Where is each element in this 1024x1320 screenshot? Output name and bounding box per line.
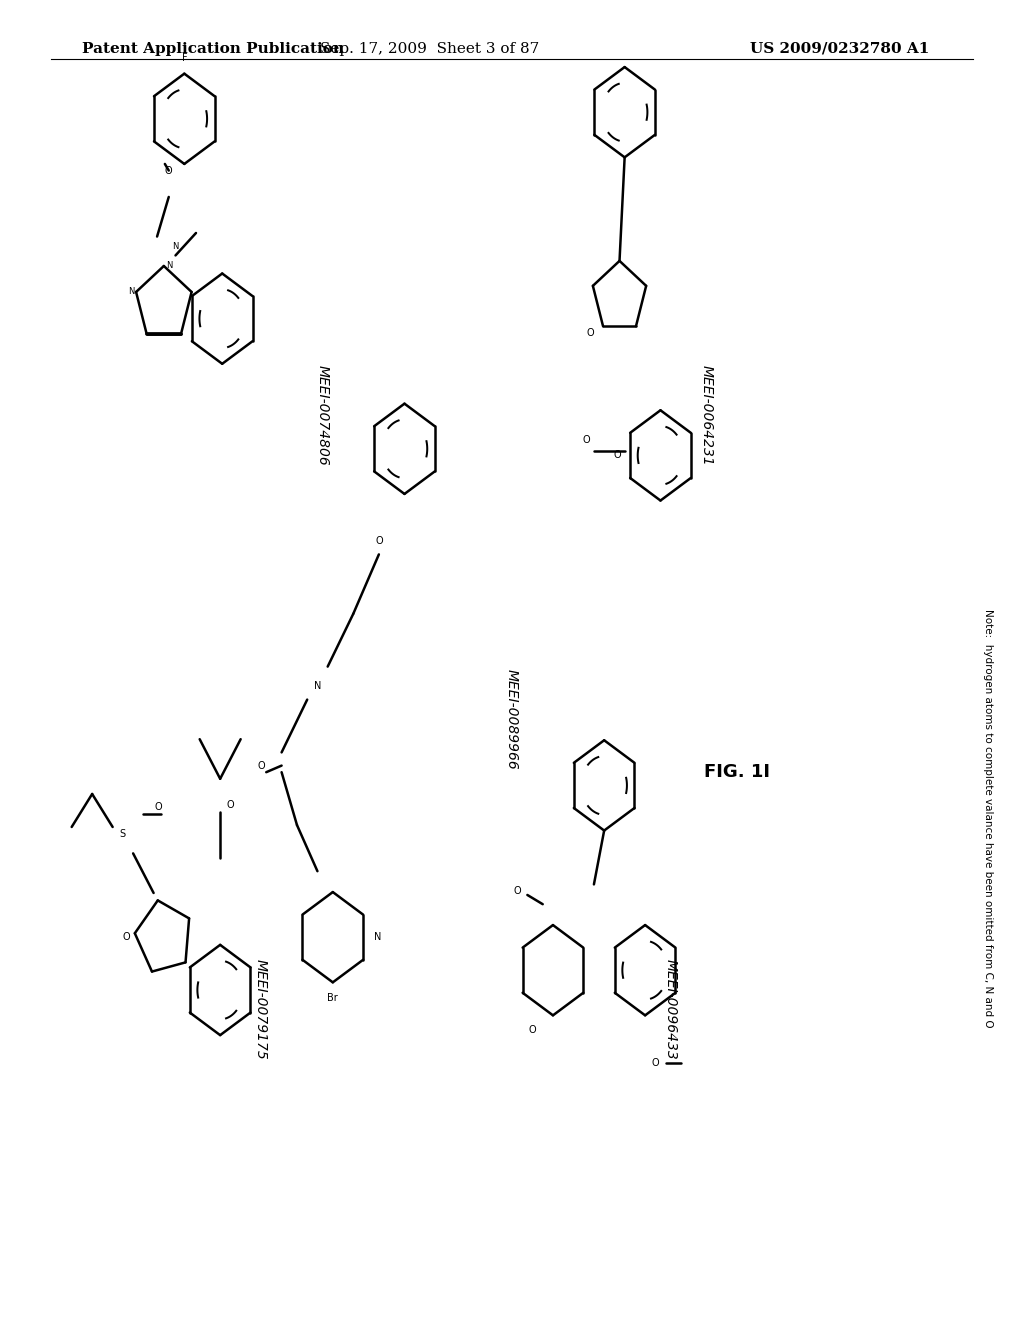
- Text: FIG. 1I: FIG. 1I: [705, 763, 770, 781]
- Text: N: N: [313, 681, 322, 692]
- Text: Patent Application Publication: Patent Application Publication: [82, 42, 344, 55]
- Text: N: N: [375, 932, 382, 942]
- Text: MEEI-0064231: MEEI-0064231: [699, 366, 714, 466]
- Text: O: O: [226, 800, 234, 810]
- Text: MEEI-0089966: MEEI-0089966: [505, 669, 519, 770]
- Text: O: O: [155, 803, 163, 812]
- Text: O: O: [613, 450, 622, 461]
- Text: Note:  hydrogen atoms to complete valance have been omitted from C, N and O: Note: hydrogen atoms to complete valance…: [983, 609, 993, 1028]
- Text: N: N: [128, 288, 134, 297]
- Text: O: O: [583, 434, 591, 445]
- Text: O: O: [651, 1057, 659, 1068]
- Text: O: O: [587, 327, 595, 338]
- Text: N: N: [166, 261, 172, 271]
- Text: O: O: [513, 886, 521, 896]
- Text: MEEI-0079175: MEEI-0079175: [254, 960, 268, 1060]
- Text: S: S: [120, 829, 126, 838]
- Text: F: F: [181, 53, 187, 63]
- Text: O: O: [123, 932, 130, 942]
- Text: N: N: [172, 242, 179, 251]
- Text: MEEI-0074806: MEEI-0074806: [315, 366, 330, 466]
- Text: MEEI-0096433: MEEI-0096433: [664, 960, 678, 1060]
- Text: O: O: [375, 536, 383, 546]
- Text: Sep. 17, 2009  Sheet 3 of 87: Sep. 17, 2009 Sheet 3 of 87: [321, 42, 540, 55]
- Text: O: O: [257, 760, 265, 771]
- Text: O: O: [165, 165, 173, 176]
- Text: US 2009/0232780 A1: US 2009/0232780 A1: [750, 42, 930, 55]
- Text: Br: Br: [328, 993, 338, 1003]
- Text: O: O: [528, 1024, 537, 1035]
